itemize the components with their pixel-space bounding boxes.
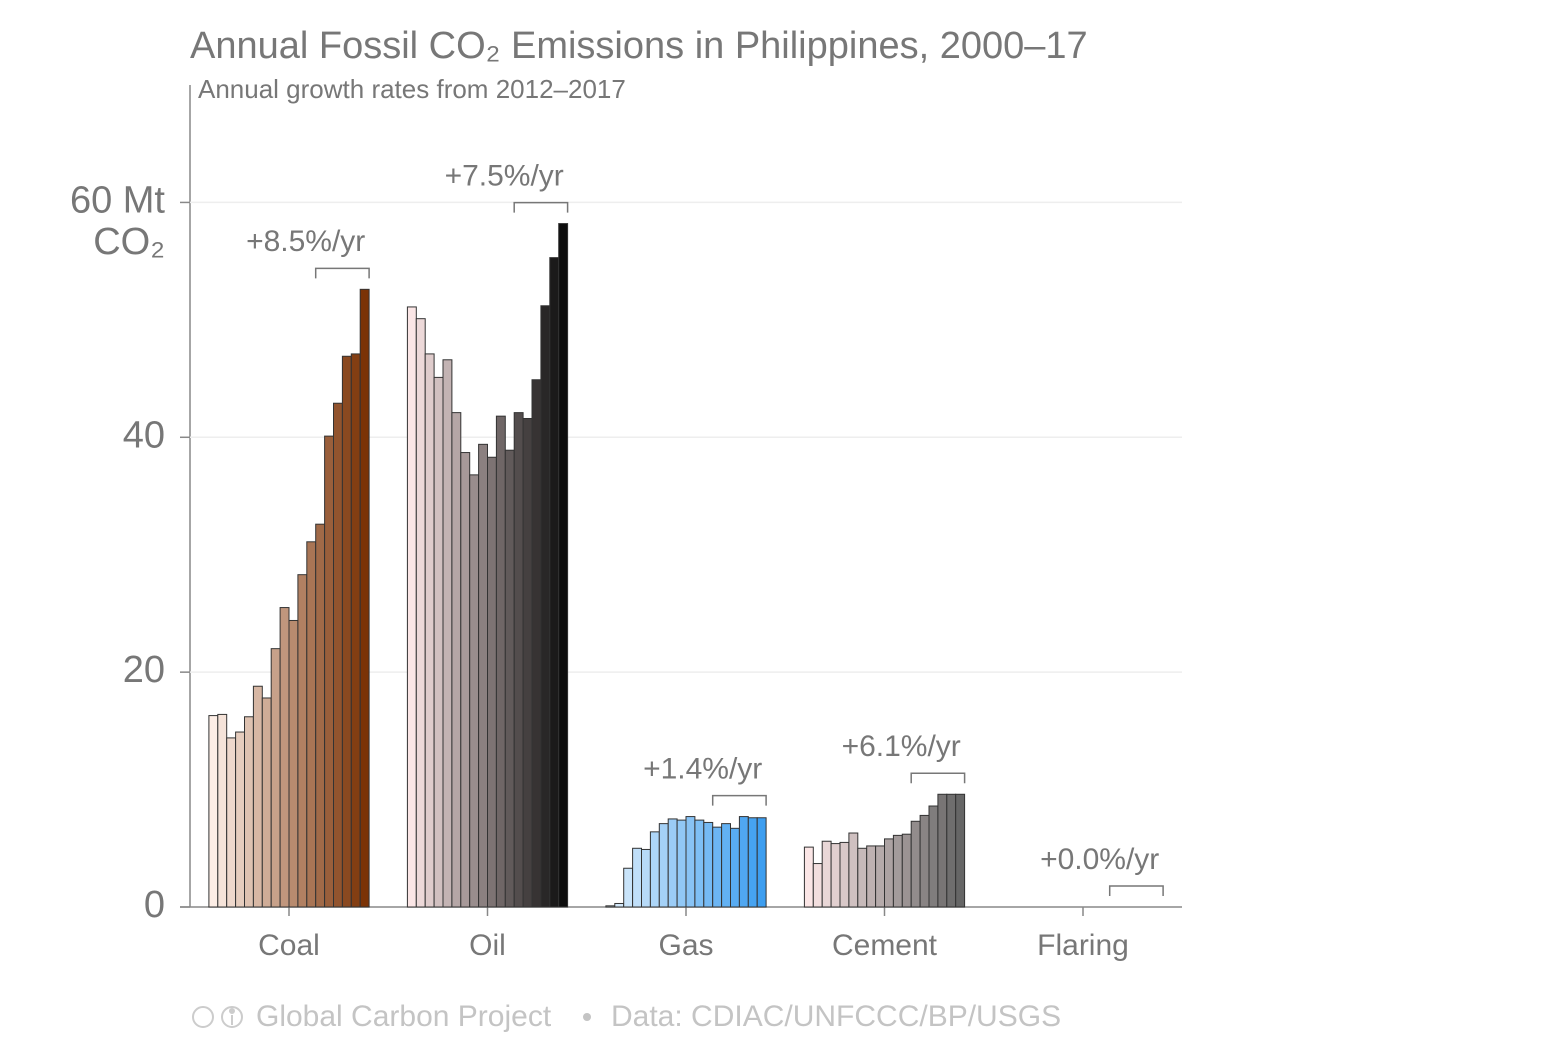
bar [812,863,823,908]
bar [288,619,299,908]
bar [857,847,868,908]
x-tick-label: Flaring [1037,929,1129,962]
x-tick-label: Coal [258,929,320,962]
bar [252,685,263,908]
bar [469,474,480,908]
x-tick-label: Gas [658,929,713,962]
bar [226,737,237,908]
bar [333,402,343,908]
bar [641,848,651,908]
y-tick-label: 60 Mt [70,179,165,221]
bracket [314,267,370,279]
bar [244,716,254,908]
bar [919,814,930,908]
bracket [1108,885,1164,896]
bar [540,305,551,908]
bar [208,715,219,908]
bar [667,818,678,908]
bar [694,819,705,908]
x-tick-label: Oil [469,929,506,962]
bar [658,823,669,908]
bar [747,817,758,908]
y-tick-label: 20 [123,649,165,691]
bar [821,840,832,908]
bar [297,574,308,908]
bar [359,288,370,908]
y-tick-label: 40 [123,414,165,456]
bar [406,306,417,908]
bar [270,648,281,908]
bar [839,841,850,908]
bar [513,412,524,908]
y-unit: CO₂ [93,221,165,263]
chart-subtitle: Annual growth rates from 2012–2017 [198,74,626,104]
bar [558,223,569,908]
y-tick-label: 0 [144,884,165,926]
bar [676,819,687,908]
growth-annotation: +0.0%/yr [1040,843,1159,876]
bar [495,415,506,908]
bar [235,731,246,908]
bar [306,541,317,908]
cc-icons [192,1006,243,1028]
bar [605,905,616,908]
bar [946,793,957,908]
bar [712,826,723,908]
bar [341,355,352,908]
bar [730,827,740,908]
bar [866,845,877,908]
bar [261,697,272,908]
bar [884,838,894,908]
bar [424,353,435,908]
bar [703,821,714,908]
bar [460,452,471,908]
bracket [910,772,966,784]
bar [442,359,453,908]
bar [415,318,426,908]
footer-source: Global Carbon Project [256,1000,552,1033]
bar [892,834,903,908]
growth-annotation: +1.4%/yr [643,753,762,786]
bar [928,805,939,908]
bar [217,713,228,908]
bar [549,257,560,908]
bar [433,376,444,908]
bar [522,417,533,908]
bar [830,843,841,908]
bar [315,523,326,908]
bar [623,867,634,908]
bar [848,832,859,908]
bar [649,831,660,908]
bar [531,379,542,908]
growth-annotation: +8.5%/yr [246,225,365,258]
bar [803,846,814,908]
bar [324,435,335,908]
bar [614,902,625,908]
growth-annotation: +6.1%/yr [842,730,961,763]
bar [504,449,515,908]
bracket [711,794,767,806]
chart-title: Annual Fossil CO₂ Emissions in Philippin… [190,25,1088,67]
bar [350,353,361,908]
bar [901,833,912,908]
bar [721,823,731,908]
bracket [513,201,569,213]
bar [279,607,290,908]
bar [955,793,966,908]
footer-data: Data: CDIAC/UNFCCC/BP/USGS [611,1000,1061,1033]
bar [910,820,921,908]
x-tick-label: Cement [832,929,938,962]
bar [937,793,948,908]
bar [478,443,489,908]
bar [487,456,497,908]
bar [875,845,885,908]
bar [451,412,462,908]
bar [685,816,696,908]
growth-annotation: +7.5%/yr [445,159,564,192]
bar [738,816,749,908]
bar [756,817,767,908]
footer-dot [583,1013,591,1021]
bar [632,847,642,908]
